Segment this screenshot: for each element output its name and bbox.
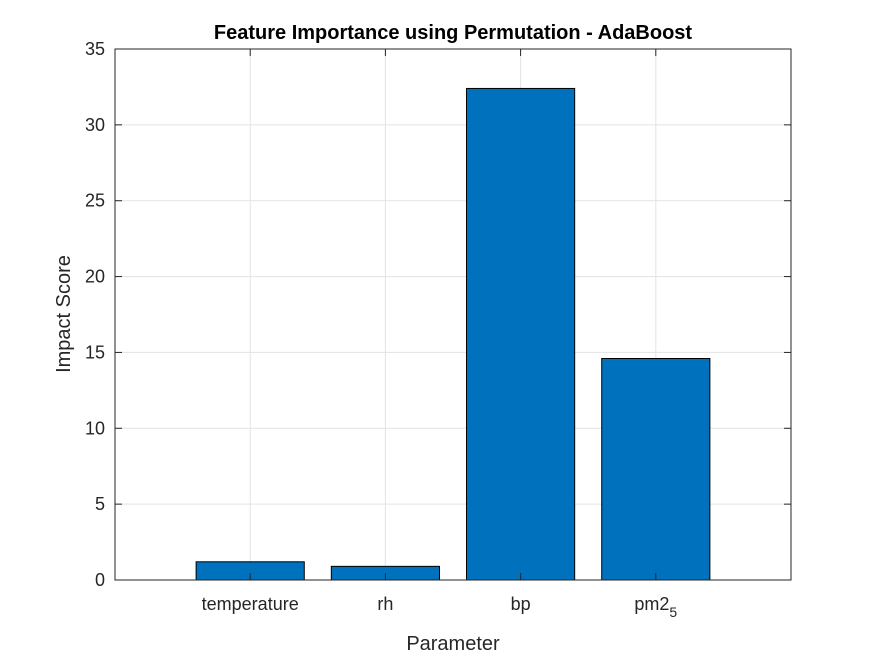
tick-marks [115,48,791,581]
x-axis-label: Parameter [406,633,500,655]
y-tick-label: 10 [85,418,105,438]
y-tick-label: 0 [95,570,105,590]
plot-frame [114,48,792,581]
bars [195,87,711,581]
y-tick-label: 5 [95,494,105,514]
y-tick-label: 30 [85,115,105,135]
y-tick-label: 25 [85,191,105,211]
y-tick-label: 20 [85,267,105,287]
y-tick-label: 15 [85,342,105,362]
y-tick-labels: 0 5 10 15 20 25 30 35 [85,39,105,590]
x-tick-label: bp [511,594,531,614]
y-tick-label: 35 [85,39,105,59]
x-tick-labels: temperature rh bp pm25 [202,594,678,620]
x-tick-label: temperature [202,594,299,614]
chart-title: Feature Importance using Permutation - A… [214,22,693,44]
y-axis-label: Impact Score [53,255,75,373]
bar-bp [466,87,576,581]
x-tick-label: rh [377,594,393,614]
bar-pm2_5 [601,357,711,581]
x-tick-label: pm25 [634,594,677,620]
